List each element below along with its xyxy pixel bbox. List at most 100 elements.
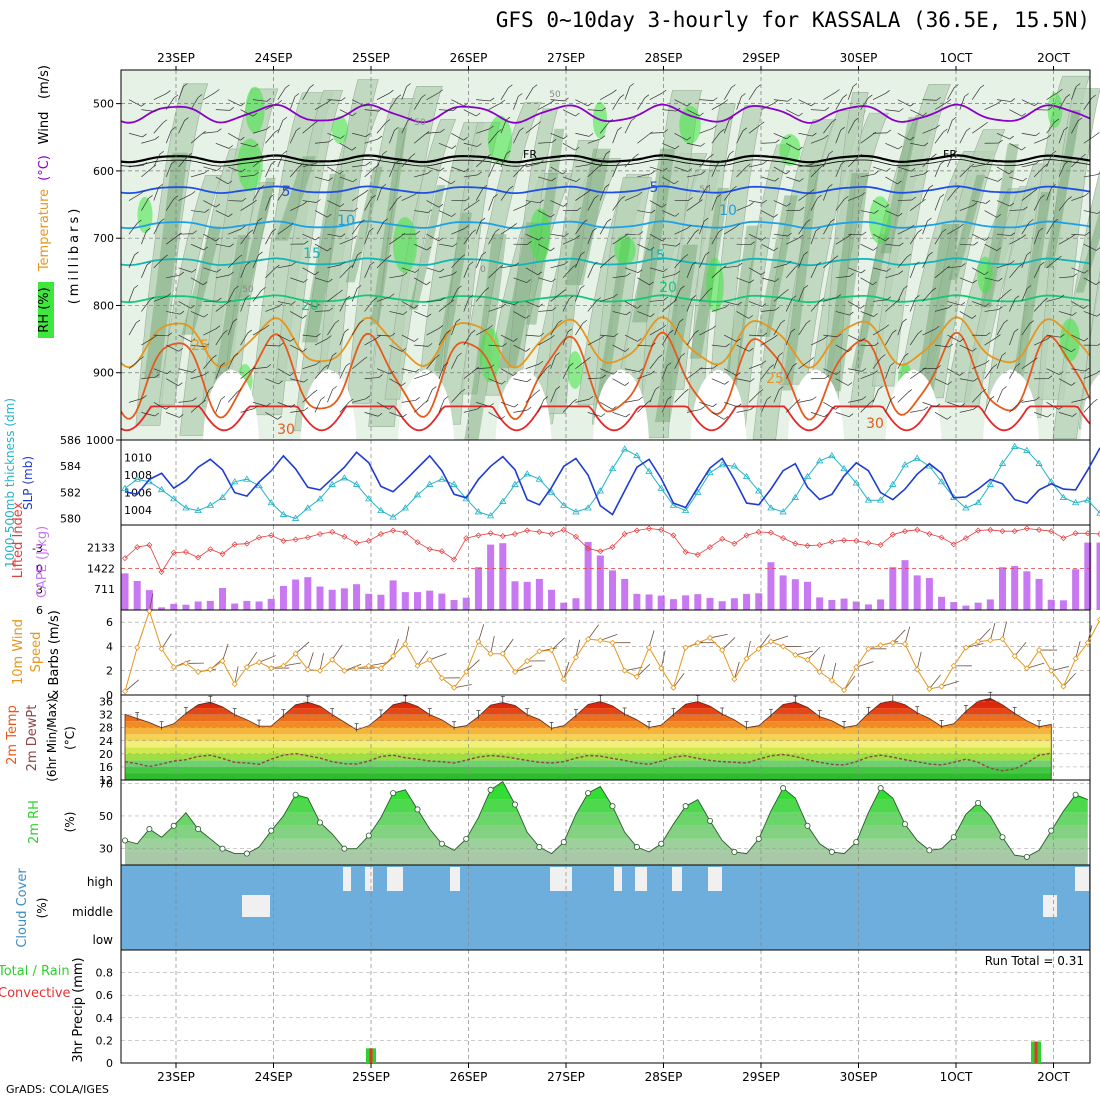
- wind-barb: [1046, 121, 1056, 134]
- wind-barb: [352, 99, 365, 107]
- wind-barb-flag: [400, 233, 406, 237]
- rh-high-area: [487, 115, 513, 165]
- lifted-index-point: [938, 534, 945, 541]
- wind-barb-flag: [947, 381, 952, 385]
- wind-barb-flag: [996, 334, 1001, 338]
- wind-barb: [451, 132, 464, 141]
- wind-barb-flag: [312, 389, 318, 394]
- lifted-index-point: [304, 534, 311, 541]
- panel-axis-title: (%): [35, 898, 49, 919]
- wind-speed-point: [816, 668, 823, 675]
- wind-barb-flag: [508, 185, 514, 190]
- wind-barb-flag: [722, 265, 727, 269]
- wind-barb-flag: [178, 347, 183, 352]
- wind-barb-flag: [481, 251, 487, 256]
- wind-barb: [314, 210, 328, 218]
- x-tick-label: 25SEP: [352, 1070, 390, 1084]
- wind-barb-flag: [1009, 202, 1015, 207]
- wind-barb: [227, 288, 235, 302]
- wind-barb-flag: [149, 296, 155, 301]
- wind-barb-flag: [192, 230, 197, 235]
- lifted-index-point: [317, 530, 323, 537]
- wind-barb: [538, 141, 553, 144]
- rh-streak-dark: [1012, 192, 1052, 378]
- wind-barb-flag: [489, 125, 494, 130]
- wind-barb-flag: [201, 130, 206, 135]
- wind-barb-flag: [617, 160, 623, 165]
- wind-barb-flag: [561, 289, 566, 293]
- wind-barb: [848, 233, 863, 236]
- wind-barb: [624, 267, 639, 274]
- cape-bar: [645, 594, 653, 610]
- wind-barb: [761, 277, 775, 282]
- lifted-index-point: [646, 525, 653, 532]
- wind-barb-flag: [899, 242, 904, 247]
- wind-barb-flag: [836, 294, 842, 298]
- wind-barb-flag: [575, 112, 580, 117]
- wind-barb: [686, 370, 699, 380]
- wind-barb-flag: [625, 413, 631, 418]
- wind-barb-flag: [572, 264, 577, 268]
- cloud-level-label: middle: [72, 905, 113, 919]
- cape-bar: [548, 589, 556, 610]
- wind-barb: [141, 230, 147, 245]
- wind-barb: [389, 275, 404, 279]
- wind-barb-flag: [713, 97, 718, 101]
- wind-speed-point: [645, 644, 653, 651]
- wind-barb: [190, 243, 204, 251]
- wind-barb-flag: [203, 246, 209, 251]
- wind-barb: [934, 101, 948, 110]
- lifted-index-point: [621, 530, 628, 537]
- wind-barb: [401, 368, 416, 373]
- wind-barb-flag: [824, 107, 830, 111]
- wind-barb: [587, 300, 597, 312]
- rh-point: [828, 848, 835, 855]
- wind-barb-flag: [928, 251, 933, 256]
- wind-barb: [661, 302, 674, 312]
- wind-barb-flag: [349, 264, 354, 269]
- wind-speed-point: [450, 684, 458, 691]
- lifted-index-point: [158, 568, 165, 575]
- wind-barb-flag: [1059, 371, 1064, 375]
- wind-barb: [724, 265, 739, 269]
- wind-barb: [215, 302, 228, 312]
- wind-barb-flag: [819, 297, 825, 302]
- wind-barb: [203, 92, 216, 100]
- wind-barb: [153, 93, 167, 100]
- wind-barb-flag: [985, 161, 991, 165]
- wind-speed-point: [511, 668, 519, 675]
- wind-barb: [128, 288, 135, 302]
- wind-barb-flag: [171, 126, 176, 131]
- thickness-point: [133, 475, 141, 482]
- wind-barb: [376, 257, 388, 269]
- wind-barb-flag: [816, 261, 822, 266]
- wind-barb-flag: [1091, 94, 1096, 99]
- wind-barb: [575, 639, 581, 658]
- lifted-index-point: [743, 532, 750, 539]
- rh-point: [1072, 791, 1079, 798]
- rh-high-area: [868, 196, 892, 244]
- wind-barb-flag: [245, 261, 251, 266]
- wind-barb-flag: [508, 84, 513, 89]
- wind-barb-flag: [228, 145, 234, 149]
- wind-barb: [798, 163, 813, 168]
- x-tick-label: 26SEP: [450, 51, 488, 65]
- wind-speed-point: [365, 662, 372, 669]
- wind-barb-flag: [513, 403, 519, 408]
- panel-axis-title: Lifted Index: [11, 501, 26, 578]
- wind-barb-flag: [746, 163, 751, 168]
- wind-barb-flag: [351, 146, 357, 151]
- wind-barb-flag: [494, 160, 499, 165]
- wind-barb-flag: [886, 268, 891, 272]
- wind-barb: [500, 368, 514, 376]
- rh-point: [658, 840, 665, 847]
- wind-barb: [1009, 142, 1022, 151]
- wind-barb: [929, 674, 941, 690]
- wind-barb: [810, 197, 818, 211]
- wind-barb: [897, 199, 912, 201]
- wind-barb-flag: [377, 412, 383, 417]
- lifted-index-point: [999, 528, 1006, 535]
- wind-barb: [1021, 163, 1036, 168]
- wind-barb-flag: [886, 129, 892, 134]
